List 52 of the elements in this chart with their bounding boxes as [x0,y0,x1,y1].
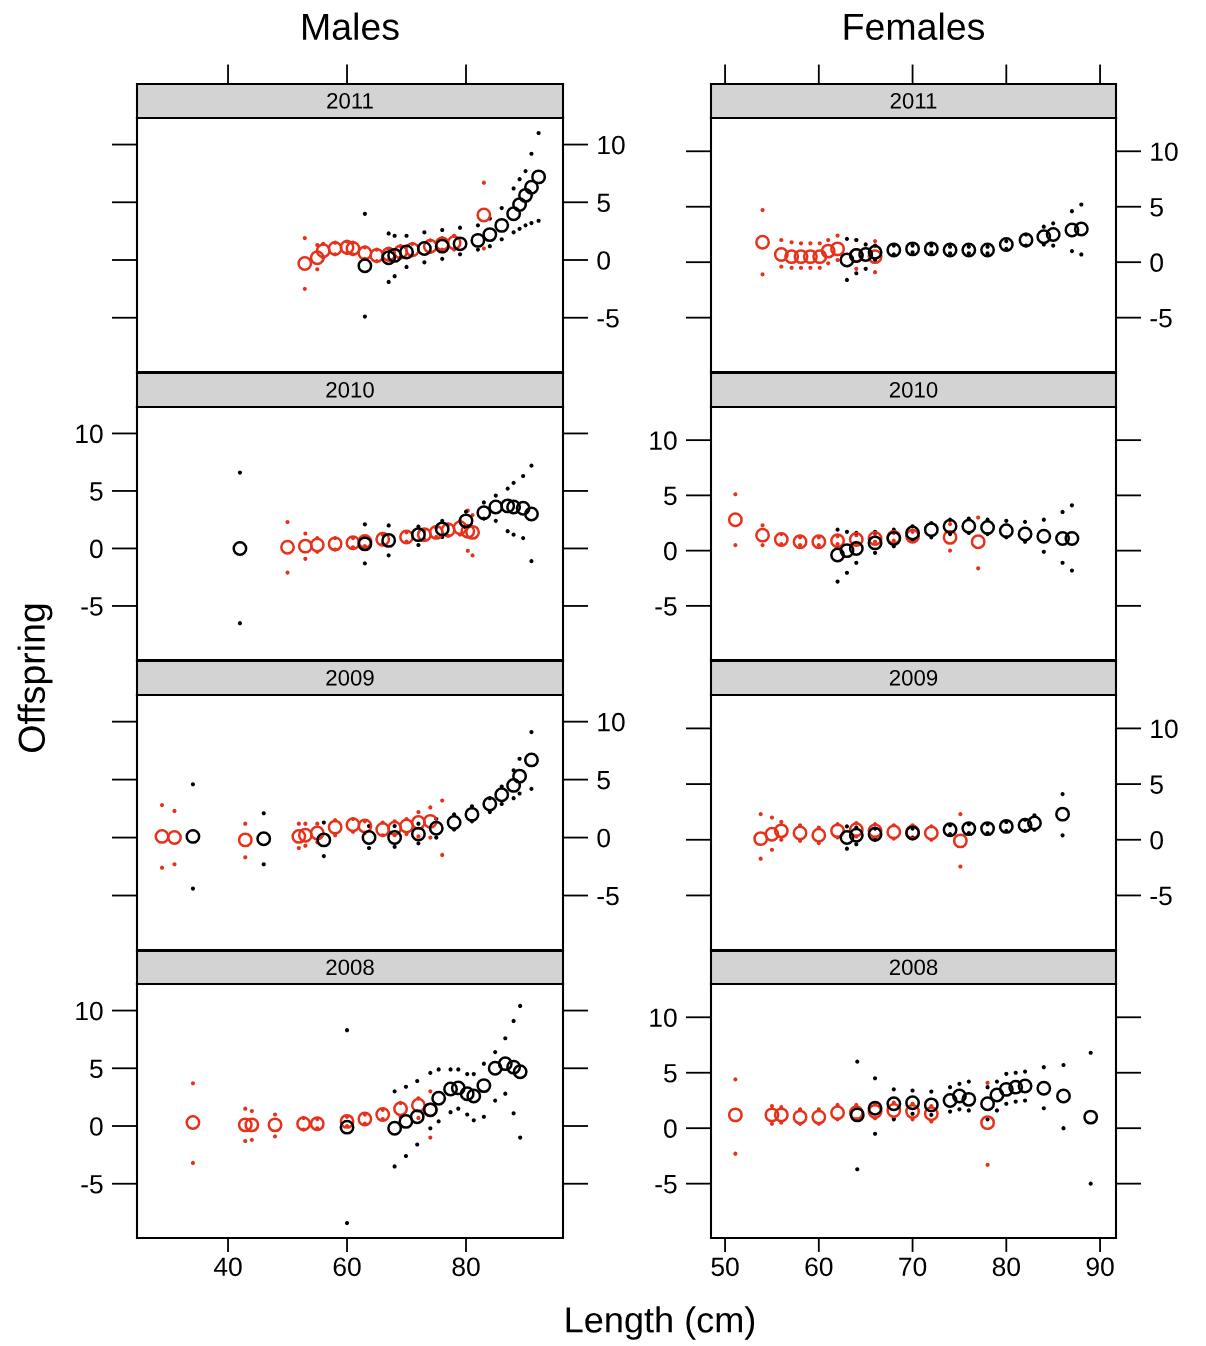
y-tick-label: 0 [90,539,103,559]
y-tick-label: 10 [76,1001,103,1021]
y-tick-label: 10 [598,712,625,732]
y-tick-label: 0 [597,828,610,848]
y-tick-label: 5 [1150,198,1163,217]
y-tick-label: 0 [664,1119,677,1139]
y-tick-label: -5 [81,597,103,616]
chart-title: 2011 [327,92,373,109]
y-tick-label: -5 [597,309,619,328]
chart-title: 2009 [889,669,938,686]
y-tick-label: 0 [664,541,677,561]
y-tick-label: 0 [1150,253,1163,273]
x-tick-label: 50 [711,1257,739,1277]
y-tick-label: 10 [1151,719,1178,739]
y-tick-label: -5 [597,886,619,906]
y-tick-label: 5 [597,193,610,213]
y-axis-title: Offspring [17,604,53,752]
y-tick-label: -5 [81,1175,103,1194]
y-tick-label: 5 [90,1059,103,1079]
y-tick-label: 10 [1151,142,1178,162]
y-tick-label: 0 [597,251,610,270]
chart-title: 2008 [326,959,374,976]
chart-subtitle: Males [303,12,399,41]
y-tick-label: 10 [650,1008,677,1028]
y-tick-label: 5 [597,771,610,790]
y-tick-label: 0 [1150,830,1163,850]
y-tick-label: -5 [1150,886,1172,906]
chart-title: 2008 [889,959,938,976]
chart-subtitle: Females [844,12,985,41]
x-tick-label: 80 [992,1257,1020,1277]
chart-title: 2011 [890,92,937,109]
x-axis-title: Length (cm) [566,1306,755,1340]
y-tick-label: -5 [655,597,677,616]
y-tick-label: 5 [664,1064,677,1083]
y-tick-label: 0 [90,1117,103,1136]
x-tick-label: 40 [213,1257,242,1277]
x-tick-label: 90 [1086,1257,1114,1277]
x-tick-label: 60 [333,1257,361,1277]
x-tick-label: 70 [899,1257,927,1277]
chart-title: 2010 [889,381,938,398]
y-tick-label: 5 [664,486,677,506]
y-tick-label: -5 [655,1175,677,1194]
y-tick-label: 5 [1150,775,1163,794]
y-tick-label: -5 [1150,309,1172,328]
x-tick-label: 60 [805,1257,833,1277]
y-tick-label: 10 [598,135,625,155]
chart-title: 2009 [326,669,374,686]
y-tick-label: 5 [90,482,103,501]
chart-title: 2010 [326,381,374,398]
y-tick-label: 10 [76,424,103,444]
y-tick-label: 10 [650,431,677,450]
x-tick-label: 80 [452,1257,480,1277]
